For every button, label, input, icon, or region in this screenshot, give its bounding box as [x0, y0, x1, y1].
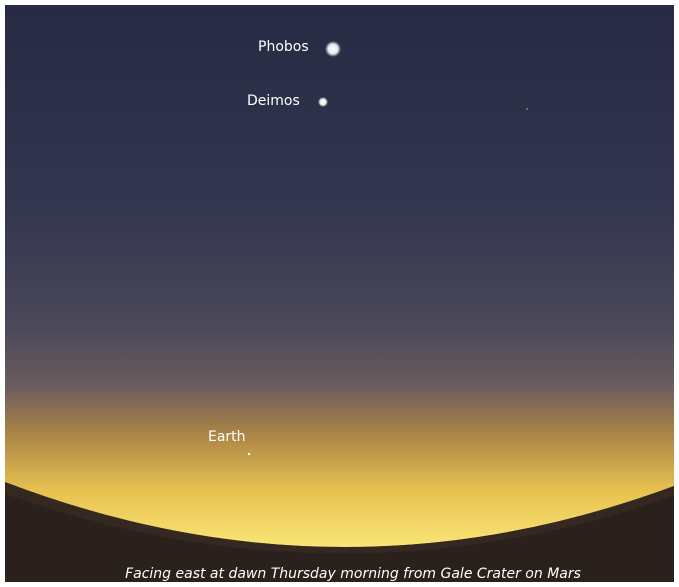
star [526, 108, 527, 109]
deimos-dot [318, 97, 328, 107]
page: Phobos Deimos Earth Facing east at dawn … [0, 0, 679, 587]
earth-label: Earth [208, 429, 246, 445]
deimos-label: Deimos [247, 93, 300, 109]
phobos-dot [325, 41, 341, 57]
phobos-label: Phobos [258, 39, 309, 55]
caption: Facing east at dawn Thursday morning fro… [125, 566, 581, 582]
sky [5, 5, 674, 582]
sky-image: Phobos Deimos Earth Facing east at dawn … [0, 0, 679, 587]
earth-dot [248, 453, 250, 455]
